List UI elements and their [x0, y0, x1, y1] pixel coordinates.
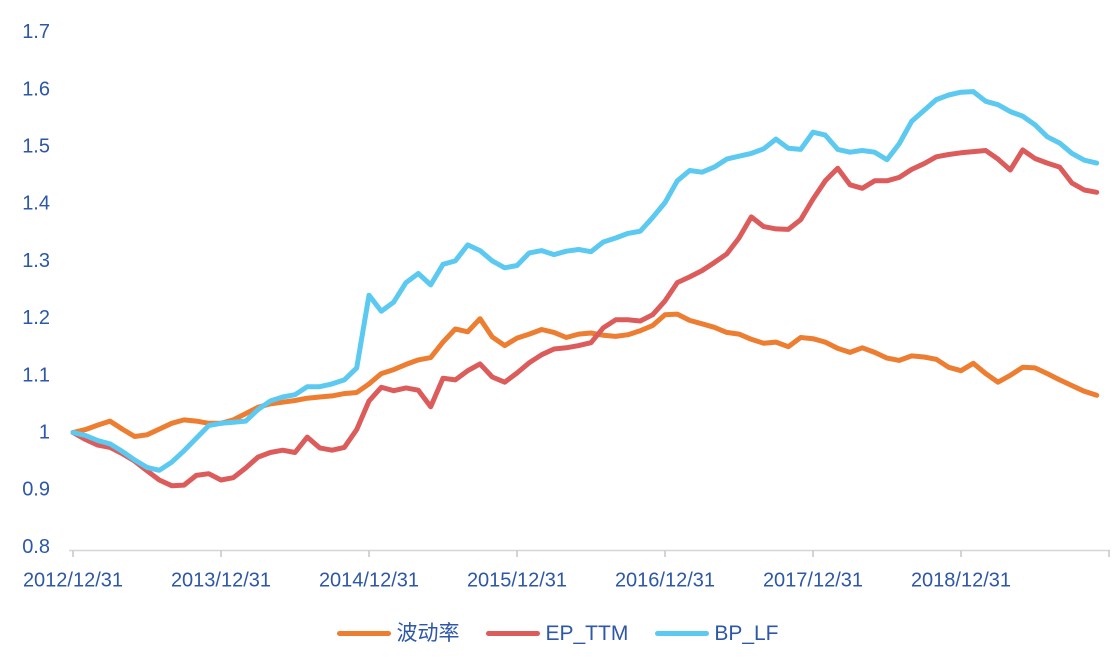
y-axis-label: 1.3 [22, 250, 50, 272]
chart-legend: 波动率 EP_TTM BP_LF [0, 616, 1116, 650]
legend-item-ep-ttm: EP_TTM [486, 623, 628, 644]
y-axis-label: 1.1 [22, 364, 50, 386]
legend-label: 波动率 [396, 621, 460, 645]
y-axis-label: 1.6 [22, 78, 50, 100]
x-axis-label: 2016/12/31 [615, 570, 715, 592]
series-line-ep-ttm [70, 147, 1100, 489]
y-axis-label: 1 [39, 422, 50, 444]
legend-swatch [486, 630, 541, 636]
y-axis-label: 1.4 [22, 193, 50, 215]
legend-item-bp-lf: BP_LF [655, 621, 779, 645]
x-axis-label: 2012/12/31 [23, 570, 123, 592]
y-axis-label: 0.8 [22, 536, 50, 558]
y-axis-label: 1.2 [22, 307, 50, 329]
legend-swatch [337, 630, 392, 636]
series-line-volatility [70, 311, 1100, 439]
legend-item-volatility: 波动率 [337, 623, 459, 644]
x-axis-label: 2014/12/31 [319, 570, 419, 592]
legend-swatch [655, 630, 710, 636]
legend-label: BP_LF [714, 621, 779, 645]
legend-label: EP_TTM [545, 621, 629, 645]
x-axis-label: 2013/12/31 [171, 570, 271, 592]
series-line-bp-lf [70, 89, 1100, 473]
x-axis-label: 2018/12/31 [911, 570, 1011, 592]
x-axis-label: 2017/12/31 [763, 570, 863, 592]
y-axis-label: 1.7 [22, 21, 50, 43]
y-axis-label: 0.9 [22, 479, 50, 501]
y-axis-label: 1.5 [22, 136, 50, 158]
x-axis-label: 2015/12/31 [467, 570, 567, 592]
